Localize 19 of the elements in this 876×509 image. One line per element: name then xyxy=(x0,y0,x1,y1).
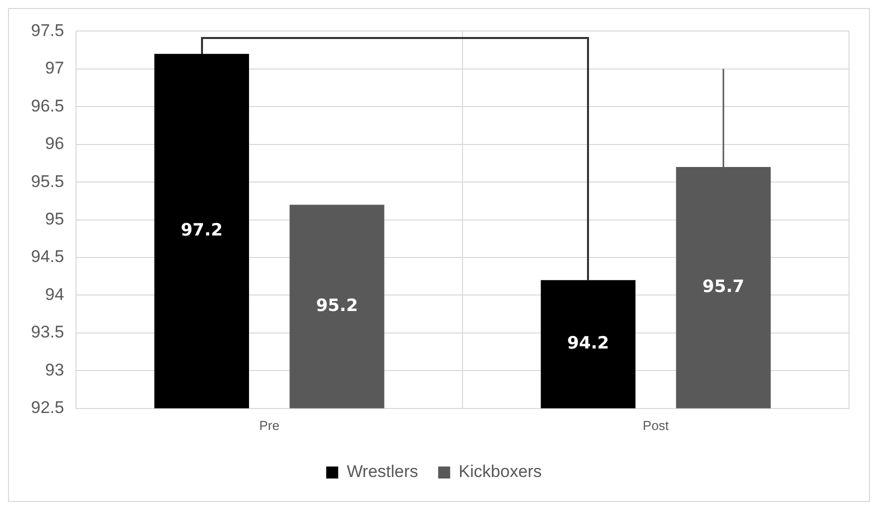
y-tick-label: 95.5 xyxy=(30,172,64,191)
data-label: 95.7 xyxy=(702,277,744,298)
y-tick-label: 96 xyxy=(45,134,64,154)
y-tick-label: 95 xyxy=(45,209,64,228)
data-label: 94.2 xyxy=(567,334,610,354)
y-tick-label: 94.5 xyxy=(30,247,64,266)
y-tick-label: 96.5 xyxy=(30,96,64,116)
y-tick-label: 93 xyxy=(45,360,64,380)
x-tick-label: Pre xyxy=(259,418,280,433)
y-tick-label: 92.5 xyxy=(30,398,64,418)
y-tick-label: 94 xyxy=(45,284,64,304)
legend-label: Kickboxers xyxy=(458,462,542,482)
y-tick-label: 93.5 xyxy=(30,322,64,342)
x-tick-label: Post xyxy=(642,418,670,433)
legend-label: Wrestlers xyxy=(346,462,418,482)
data-label: 95.2 xyxy=(316,296,358,316)
y-tick-label: 97 xyxy=(45,58,64,78)
data-label: 97.2 xyxy=(180,220,223,241)
y-tick-label: 97.5 xyxy=(30,20,64,40)
